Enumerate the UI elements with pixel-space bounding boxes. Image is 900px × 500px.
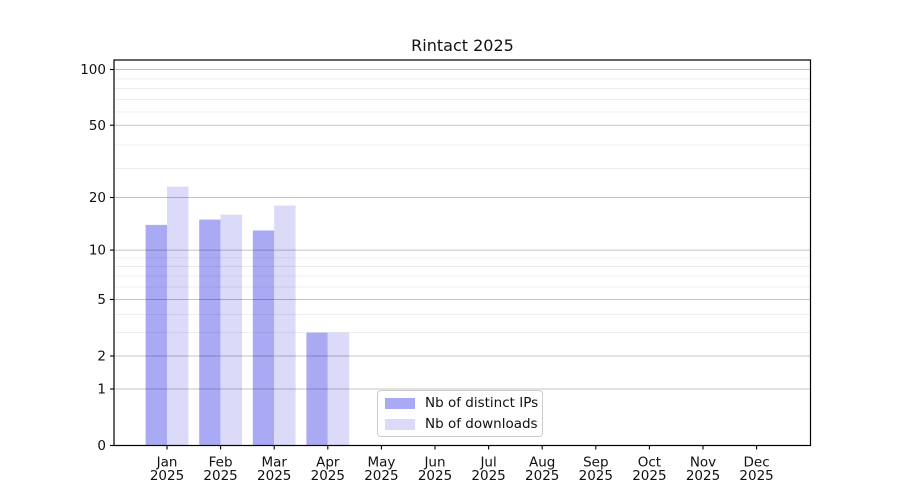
chart-title: Rintact 2025 [411, 36, 514, 55]
y-tick-label: 0 [97, 438, 106, 454]
y-tick-label: 5 [97, 292, 106, 308]
x-tick-label-year: 2025 [418, 468, 452, 484]
bar-downloads-jan [167, 186, 189, 446]
y-tick-label: 20 [89, 190, 106, 206]
bar-distinct-ips-feb [199, 219, 221, 446]
x-tick-label-month: Jan [156, 455, 178, 471]
x-tick-label-month: Dec [744, 455, 770, 471]
legend-label-distinct-ips: Nb of distinct IPs [425, 395, 539, 411]
legend: Nb of distinct IPs Nb of downloads [377, 390, 543, 437]
y-tick-label: 50 [89, 118, 106, 134]
bar-downloads-apr [327, 332, 350, 446]
x-tick-label-year: 2025 [257, 468, 291, 484]
x-tick-label-month: Jun [423, 455, 445, 471]
bar-downloads-mar [274, 205, 296, 446]
legend-item-downloads: Nb of downloads [385, 416, 542, 432]
y-tick-label: 1 [97, 382, 106, 398]
bar-distinct-ips-apr [306, 332, 328, 446]
x-tick-label-year: 2025 [150, 468, 184, 484]
x-tick-label-month: Apr [316, 455, 340, 471]
x-tick-label-year: 2025 [364, 468, 398, 484]
legend-label-downloads: Nb of downloads [425, 416, 538, 432]
y-tick-label: 10 [89, 243, 106, 259]
y-tick-label: 2 [97, 349, 106, 365]
x-tick-label-year: 2025 [632, 468, 666, 484]
x-tick-label-year: 2025 [579, 468, 613, 484]
plot-frame [113, 59, 812, 447]
x-tick-label-year: 2025 [525, 468, 559, 484]
bar-distinct-ips-mar [252, 230, 275, 446]
legend-swatch-downloads [385, 418, 415, 430]
bar-downloads-feb [220, 214, 242, 446]
x-tick-label-month: May [367, 455, 395, 471]
x-tick-label-year: 2025 [311, 468, 345, 484]
bar-distinct-ips-jan [145, 224, 167, 446]
x-tick-label-month: Sep [583, 455, 608, 471]
x-tick-label-month: Aug [529, 455, 555, 471]
x-tick-label-year: 2025 [471, 468, 505, 484]
x-tick-label-month: Oct [638, 455, 661, 471]
x-tick-label-year: 2025 [686, 468, 720, 484]
y-tick-label: 100 [80, 62, 106, 78]
x-tick-label-month: Feb [209, 455, 233, 471]
x-tick-label-year: 2025 [203, 468, 237, 484]
x-tick-label-month: Mar [261, 455, 287, 471]
legend-swatch-distinct-ips [385, 397, 415, 409]
legend-item-distinct-ips: Nb of distinct IPs [385, 395, 542, 411]
x-tick-label-year: 2025 [739, 468, 773, 484]
x-tick-label-month: Nov [690, 455, 716, 471]
x-tick-label-month: Jul [479, 455, 496, 471]
